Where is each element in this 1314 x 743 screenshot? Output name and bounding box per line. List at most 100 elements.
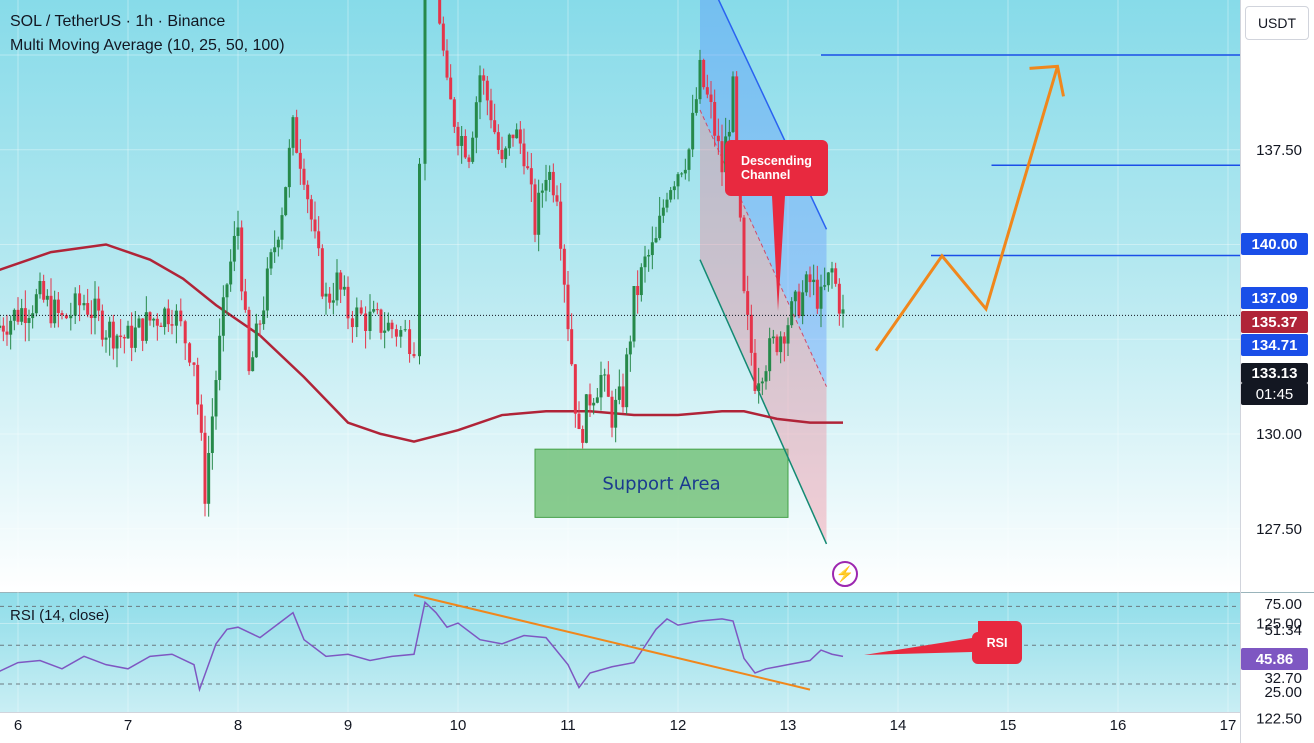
- candle-body: [111, 321, 115, 349]
- time-tick-label: 7: [124, 717, 132, 734]
- candle-body: [320, 248, 324, 297]
- symbol-title: SOL / TetherUS · 1h · Binance: [10, 13, 226, 30]
- time-tick-label: 11: [560, 717, 576, 734]
- candle-body: [628, 341, 632, 355]
- candle-body: [133, 327, 137, 348]
- candle-body: [302, 168, 306, 185]
- price-tick-label: 130.00: [1256, 426, 1302, 443]
- candle-body: [203, 432, 207, 504]
- target-price-label: 140.00: [1241, 233, 1308, 255]
- candle-body: [812, 279, 816, 283]
- callout-text-line1: Descending: [741, 154, 812, 168]
- candle-body: [276, 239, 280, 248]
- candle-body: [155, 318, 159, 326]
- candle-body: [45, 295, 49, 300]
- level-2-price-label: 134.71: [1241, 334, 1308, 356]
- time-tick-label: 16: [1110, 717, 1127, 734]
- candle-body: [731, 76, 735, 132]
- candles-group: [0, 0, 845, 517]
- candle-body: [12, 309, 16, 321]
- candle-body: [694, 99, 698, 113]
- candle-body: [548, 171, 552, 180]
- candle-body: [779, 336, 783, 353]
- candle-body: [284, 187, 288, 216]
- candle-body: [298, 152, 302, 169]
- rsi-indicator-label[interactable]: RSI (14, close): [10, 607, 110, 624]
- price-tick-label: 125.00: [1256, 616, 1302, 633]
- candle-body: [119, 335, 123, 337]
- candle-body: [383, 330, 387, 333]
- candle-body: [716, 135, 720, 142]
- candle-body: [676, 174, 680, 187]
- candle-body: [515, 129, 519, 139]
- candle-body: [210, 416, 214, 453]
- candle-body: [841, 309, 845, 314]
- candle-body: [742, 217, 746, 292]
- candle-body: [727, 131, 731, 137]
- candle-body: [265, 268, 269, 311]
- candle-body: [269, 252, 273, 269]
- forecast-arrow-head: [1029, 64, 1065, 97]
- candle-body: [749, 314, 753, 353]
- candle-body: [144, 312, 148, 341]
- rsi-line: [0, 600, 844, 693]
- lightning-bolt-icon[interactable]: ⚡: [832, 561, 858, 587]
- candle-body: [559, 201, 563, 249]
- candle-body: [797, 291, 801, 317]
- candle-body: [254, 323, 258, 358]
- candle-body: [403, 329, 407, 331]
- candle-body: [452, 99, 456, 127]
- candle-body: [221, 297, 225, 336]
- candle-body: [577, 413, 581, 430]
- candle-body: [232, 235, 236, 262]
- moving-average-line: [0, 243, 843, 443]
- candle-body: [183, 321, 187, 344]
- candle-body: [34, 294, 38, 314]
- candle-body: [830, 268, 834, 273]
- support-area-box: [534, 448, 789, 518]
- candle-body: [152, 318, 156, 321]
- candle-body: [60, 312, 64, 316]
- candle-body: [445, 50, 449, 78]
- candle-body: [482, 75, 486, 81]
- candle-body: [661, 207, 665, 216]
- time-tick-label: 12: [670, 717, 687, 734]
- candle-body: [551, 171, 555, 196]
- candle-body: [478, 75, 482, 103]
- candle-body: [705, 87, 709, 95]
- time-tick-label: 17: [1220, 717, 1237, 734]
- candle-body: [463, 136, 467, 158]
- candle-body: [214, 380, 218, 417]
- candle-body: [643, 256, 647, 268]
- price-tick-label: 127.50: [1256, 521, 1302, 538]
- indicator-label[interactable]: Multi Moving Average (10, 25, 50, 100): [10, 37, 285, 54]
- candle-body: [493, 120, 497, 133]
- candle-body: [801, 292, 805, 317]
- rsi-callout-text: RSI: [987, 636, 1008, 650]
- candle-body: [141, 318, 145, 341]
- candle-body: [328, 293, 332, 303]
- candle-body: [192, 362, 196, 365]
- candle-body: [504, 148, 508, 160]
- candle-body: [584, 394, 588, 443]
- candle-body: [460, 136, 464, 146]
- candle-body: [355, 307, 359, 328]
- candle-body: [42, 280, 46, 300]
- candle-body: [804, 274, 808, 293]
- currency-button[interactable]: USDT: [1245, 6, 1309, 40]
- candle-body: [313, 219, 317, 232]
- candle-body: [837, 283, 841, 314]
- callout-text-line2: Channel: [741, 168, 790, 182]
- time-tick-label: 9: [344, 717, 352, 734]
- bar-countdown-label: 01:45: [1241, 383, 1308, 405]
- candle-body: [236, 227, 240, 236]
- candle-body: [823, 285, 827, 287]
- candle-body: [606, 374, 610, 397]
- candle-body: [639, 267, 643, 296]
- candle-body: [581, 429, 585, 443]
- candle-body: [342, 286, 346, 290]
- candle-body: [735, 76, 739, 153]
- candle-body: [625, 354, 629, 408]
- candle-body: [438, 0, 442, 24]
